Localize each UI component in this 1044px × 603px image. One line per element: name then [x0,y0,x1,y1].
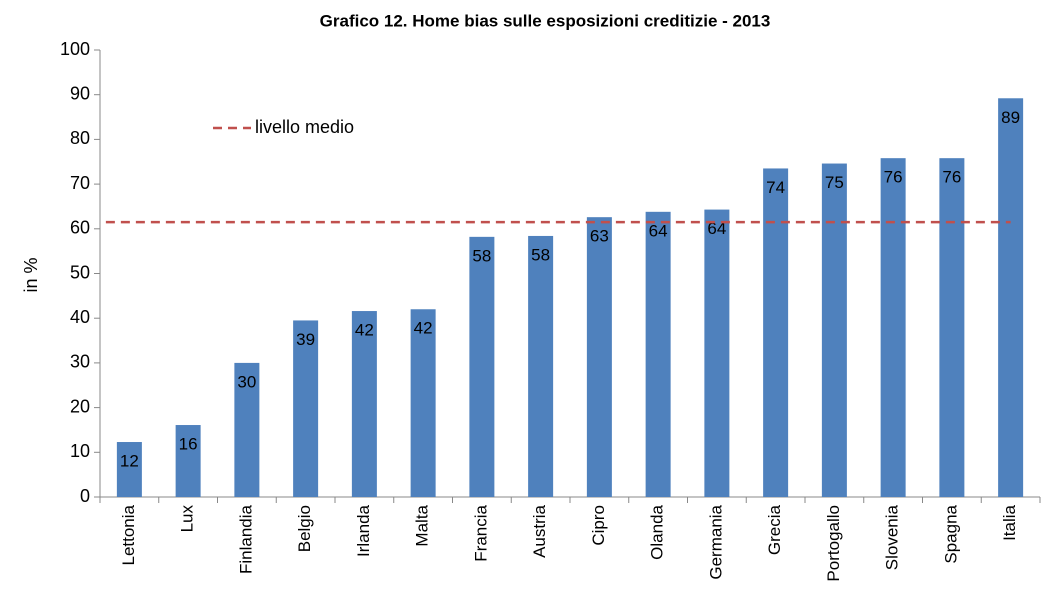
chart-title: Grafico 12. Home bias sulle esposizioni … [320,11,771,30]
x-tick-label: Grecia [765,504,784,555]
y-tick-label: 0 [80,486,90,506]
data-label: 63 [590,227,609,246]
bar [586,217,612,498]
y-tick-label: 100 [60,39,90,59]
bar [469,236,495,497]
bar [293,320,319,497]
data-label: 64 [707,219,726,238]
data-label: 64 [649,221,668,240]
x-tick-label: Slovenia [883,504,902,570]
y-tick-label: 50 [70,262,90,282]
x-tick-label: Portogallo [824,505,843,582]
data-label: 42 [414,319,433,338]
data-label: 76 [942,168,961,187]
bar [998,98,1024,497]
x-tick-label: Italia [1000,504,1019,540]
x-tick-label: Finlandia [236,504,255,574]
y-tick-label: 10 [70,441,90,461]
bar [763,168,789,497]
y-tick-label: 90 [70,83,90,103]
data-label: 42 [355,321,374,340]
bar [234,362,260,497]
x-tick-label: Francia [471,504,490,561]
data-label: 39 [296,330,315,349]
bar [645,211,671,497]
bar [116,442,142,497]
bar [410,309,436,497]
bar [175,425,201,497]
x-tick-label: Malta [413,504,432,546]
x-tick-label: Cipro [589,505,608,546]
y-tick-label: 20 [70,396,90,416]
data-label: 58 [472,246,491,265]
x-tick-label: Irlanda [354,504,373,557]
bar [821,163,847,497]
y-tick-label: 30 [70,352,90,372]
x-tick-label: Lettonia [119,504,138,565]
x-tick-label: Austria [530,504,549,557]
data-label: 16 [179,435,198,454]
data-label: 58 [531,245,550,264]
x-tick-label: Belgio [295,505,314,552]
x-tick-label: Olanda [648,504,667,559]
y-tick-label: 70 [70,173,90,193]
data-label: 75 [825,173,844,192]
bar [528,235,554,497]
y-axis-label: in % [21,257,41,292]
bar [704,209,730,498]
bar [880,158,906,497]
x-tick-label: Germania [706,504,725,579]
y-tick-label: 40 [70,307,90,327]
data-label: 30 [237,372,256,391]
data-label: 74 [766,178,785,197]
bar [351,311,377,497]
legend-label: livello medio [255,117,354,137]
y-tick-label: 80 [70,128,90,148]
data-label: 12 [120,452,139,471]
bar [939,158,965,497]
x-tick-label: Spagna [941,504,960,563]
y-tick-label: 60 [70,218,90,238]
data-label: 89 [1001,108,1020,127]
data-label: 76 [884,168,903,187]
x-tick-label: Lux [178,505,197,533]
